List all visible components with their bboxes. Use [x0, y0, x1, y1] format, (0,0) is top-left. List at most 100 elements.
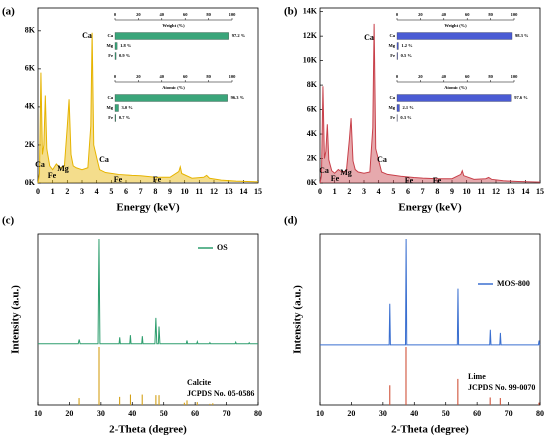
x-tick-label: 9	[168, 187, 172, 196]
plot-frame	[37, 7, 259, 184]
panel-label: (c)	[2, 215, 15, 227]
inset-value-label: 97.6 %	[514, 95, 528, 100]
y-tick-label: 2K	[25, 140, 36, 149]
x-axis-label: 2-Theta (degree)	[109, 424, 187, 436]
inset-tick-label: 0	[114, 74, 117, 79]
inset-tick-label: 0	[396, 74, 399, 79]
x-tick-label: 4	[377, 187, 381, 196]
x-tick-label: 14	[521, 187, 529, 196]
x-tick-label: 80	[254, 409, 262, 418]
inset-tick-label: 100	[229, 74, 237, 79]
inset-bar	[396, 42, 399, 50]
inset-category: Ca	[108, 33, 114, 38]
y-tick-label: 8K	[25, 26, 36, 35]
plot-frame	[319, 7, 541, 184]
inset-value-label: 96.3 %	[231, 95, 245, 100]
inset-title: Weight (%)	[444, 23, 467, 28]
x-tick-label: 14	[239, 187, 247, 196]
x-tick-label: 10	[181, 187, 189, 196]
x-tick-label: 12	[210, 187, 218, 196]
inset-bar	[114, 94, 228, 102]
inset-bar	[114, 104, 119, 112]
inset-value-label: 0.7 %	[119, 115, 131, 120]
x-tick-label: 12	[492, 187, 500, 196]
y-tick-label: 6K	[25, 64, 36, 73]
x-tick-label: 5	[391, 187, 395, 196]
spectrum	[319, 23, 541, 184]
panel-label: (a)	[2, 6, 15, 18]
x-axis-label: 2-Theta (degree)	[391, 424, 469, 436]
inset-tick-label: 80	[206, 12, 211, 17]
x-tick-label: 8	[435, 187, 439, 196]
y-tick-label: 0K	[25, 178, 36, 187]
inset-category: Mg	[107, 43, 114, 48]
spectrum	[37, 32, 259, 184]
x-tick-label: 50	[160, 409, 168, 418]
x-tick-label: 11	[478, 187, 486, 196]
inset-category: Fe	[390, 115, 395, 120]
inset-category: Ca	[390, 95, 396, 100]
inset-tick-label: 80	[488, 74, 493, 79]
peak-annotation: Fe	[433, 176, 442, 185]
x-tick-label: 8	[153, 187, 157, 196]
y-axis-label: Intensity (a.u.)	[10, 285, 22, 354]
x-tick-label: 40	[128, 409, 136, 418]
reference-name: Calcite	[187, 378, 211, 387]
inset-category: Mg	[107, 105, 114, 110]
x-tick-label: 7	[139, 187, 143, 196]
y-tick-label: 4K	[307, 129, 318, 138]
inset-category: Ca	[108, 95, 114, 100]
inset-tick-label: 20	[136, 74, 141, 79]
inset-value-label: 3.0 %	[122, 105, 134, 110]
y-tick-label: 6K	[307, 104, 318, 113]
inset-tick-label: 40	[160, 12, 165, 17]
x-tick-label: 6	[406, 187, 410, 196]
inset-tick-label: 0	[396, 12, 399, 17]
x-tick-label: 80	[536, 409, 544, 418]
peak-annotation: Fe	[153, 175, 162, 184]
y-tick-label: 2K	[307, 153, 318, 162]
x-tick-label: 15	[536, 187, 544, 196]
inset-tick-label: 100	[229, 12, 237, 17]
reference-name: Lime	[468, 372, 486, 381]
x-tick-label: 3	[80, 187, 84, 196]
peak-annotation: Ca	[319, 166, 329, 175]
inset-value-label: 0.3 %	[400, 115, 412, 120]
inset-bar	[114, 32, 229, 40]
inset-category: Fe	[390, 53, 395, 58]
inset-tick-label: 20	[418, 12, 423, 17]
inset-tick-label: 100	[511, 74, 519, 79]
x-axis-label: Energy (keV)	[398, 202, 462, 214]
panel-label: (d)	[284, 215, 298, 227]
inset-title: Atomic (%)	[162, 85, 185, 90]
x-tick-label: 0	[36, 187, 40, 196]
y-axis-label: Intensity (a.u.)	[292, 285, 304, 354]
inset-category: Fe	[108, 115, 113, 120]
reference-card: JCPDS No. 99-0070	[468, 383, 535, 392]
legend-label: OS	[217, 243, 228, 252]
x-tick-label: 15	[254, 187, 262, 196]
inset-tick-label: 20	[136, 12, 141, 17]
peak-annotation: Ca	[82, 31, 92, 40]
inset-tick-label: 80	[488, 12, 493, 17]
y-tick-label: 4K	[25, 102, 36, 111]
x-tick-label: 60	[191, 409, 199, 418]
peak-annotation: Fe	[48, 171, 57, 180]
inset-tick-label: 40	[442, 12, 447, 17]
inset-value-label: 98.3 %	[515, 33, 529, 38]
inset-tick-label: 80	[206, 74, 211, 79]
inset-bar	[114, 42, 118, 50]
x-tick-label: 0	[318, 187, 322, 196]
inset-title: Atomic (%)	[444, 85, 467, 90]
x-axis-label: Energy (keV)	[116, 202, 180, 214]
x-tick-label: 1	[51, 187, 55, 196]
x-tick-label: 10	[463, 187, 471, 196]
x-tick-label: 1	[333, 187, 337, 196]
inset-tick-label: 60	[183, 74, 188, 79]
peak-annotation: Mg	[57, 164, 69, 173]
inset-category: Ca	[390, 33, 396, 38]
peak-annotation: Fe	[405, 176, 414, 185]
reference-card: JCPDS No. 05-0586	[187, 389, 254, 398]
